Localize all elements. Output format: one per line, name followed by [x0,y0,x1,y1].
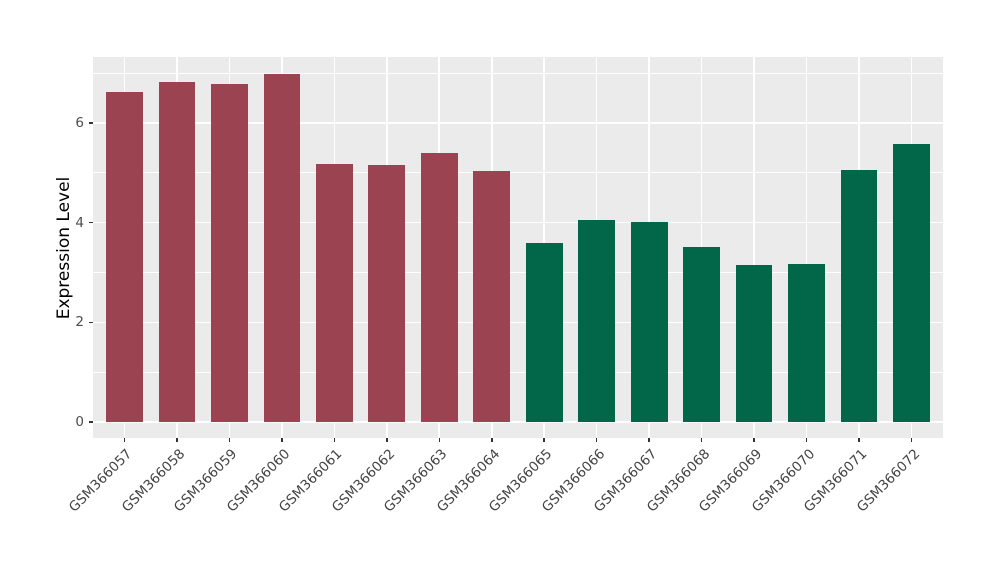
x-tick-mark [700,438,703,442]
y-tick-label-2: 2 [75,314,84,331]
bar-GSM366061 [315,163,353,423]
bar-GSM366067 [630,221,668,423]
y-tick-mark [89,421,93,423]
gridline-y-minor [93,371,943,373]
x-tick-mark [333,438,336,442]
plot-panel [93,57,943,438]
bar-GSM366064 [473,171,511,423]
x-tick-mark [753,438,755,442]
y-axis-title: Expression Level [54,176,74,319]
x-tick-mark [386,438,388,442]
bar-GSM366071 [840,169,878,423]
gridline-y-major [93,321,943,324]
x-tick-mark [228,438,231,442]
y-tick-label-0: 0 [75,414,84,431]
x-tick-mark [595,438,598,442]
bar-GSM366059 [211,83,248,423]
bar-GSM366057 [106,92,143,423]
x-tick-mark [176,438,178,442]
bar-GSM366072 [893,144,930,423]
bar-GSM366068 [683,247,720,423]
bar-GSM366060 [263,73,301,423]
y-tick-mark [89,122,93,124]
x-tick-mark [123,438,126,442]
bar-GSM366069 [735,264,773,423]
gridline-y-major [93,221,943,224]
bar-GSM366066 [578,219,616,423]
bar-GSM366063 [420,153,458,423]
x-tick-mark [281,438,283,442]
x-tick-mark [438,438,441,442]
gridline-x-major [805,57,808,438]
x-tick-mark [805,438,808,442]
x-tick-mark [543,438,545,442]
gridline-y-minor [93,72,943,74]
bar-GSM366070 [788,263,825,423]
gridline-y-minor [93,271,943,273]
y-tick-label-6: 6 [75,114,84,131]
gridline-y-minor [93,172,943,174]
y-tick-label-4: 4 [75,214,84,231]
bar-GSM366058 [158,82,196,423]
x-tick-mark [648,438,650,442]
y-tick-mark [89,221,93,224]
x-tick-mark [858,438,860,442]
x-tick-mark [491,438,493,442]
bar-GSM366065 [525,242,563,423]
gridline-x-major [753,57,755,438]
y-tick-mark [89,321,93,324]
bar-GSM366062 [368,165,406,423]
gridline-y-major [93,122,943,124]
x-tick-mark [910,438,913,442]
gridline-y-major [93,421,943,423]
